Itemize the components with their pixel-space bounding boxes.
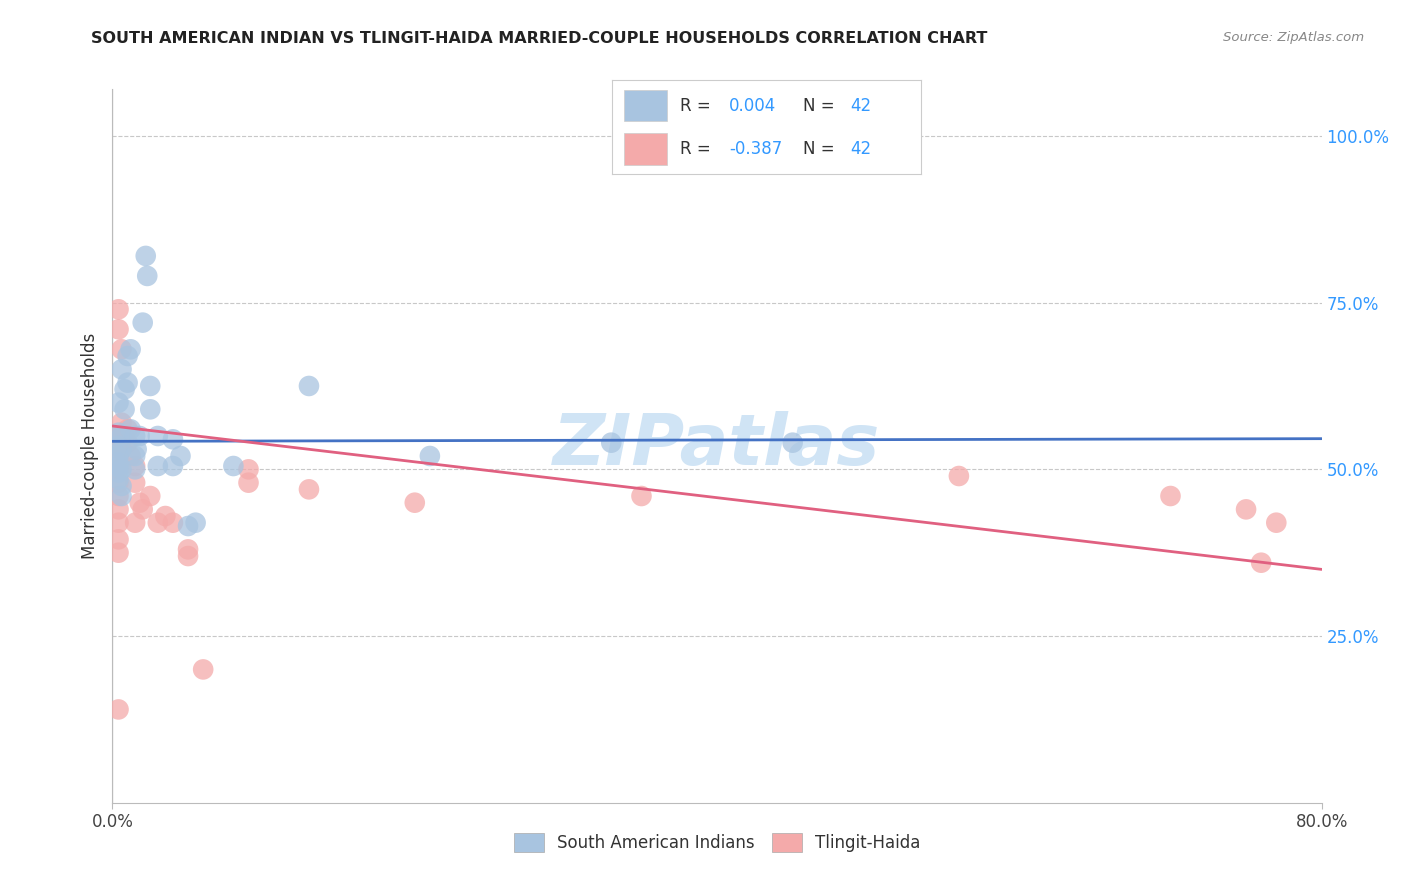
Point [107, 449, 129, 463]
Point [107, 466, 129, 480]
Point [110, 362, 132, 376]
Point [630, 489, 652, 503]
Point [107, 489, 129, 503]
Point [124, 516, 146, 530]
Point [177, 549, 200, 563]
Point [107, 395, 129, 409]
Point [124, 458, 146, 473]
Point [146, 458, 169, 473]
Point [107, 533, 129, 547]
Text: Source: ZipAtlas.com: Source: ZipAtlas.com [1223, 31, 1364, 45]
Point [298, 483, 321, 497]
Text: -0.387: -0.387 [730, 140, 782, 158]
Point [124, 429, 146, 443]
Point [124, 475, 146, 490]
Point [132, 502, 155, 516]
Point [110, 429, 132, 443]
Point [114, 429, 136, 443]
Point [107, 302, 129, 317]
Point [162, 433, 184, 447]
Point [107, 322, 129, 336]
Point [782, 435, 804, 450]
Point [117, 376, 139, 390]
Point [238, 475, 260, 490]
Point [107, 516, 129, 530]
Point [162, 458, 184, 473]
Point [107, 475, 129, 490]
Point [162, 516, 184, 530]
Point [107, 425, 129, 440]
Point [107, 458, 129, 473]
Text: ZIPatlas: ZIPatlas [554, 411, 880, 481]
Y-axis label: Married-couple Households: Married-couple Households [80, 333, 98, 559]
Point [169, 449, 191, 463]
Point [948, 469, 970, 483]
Point [146, 429, 169, 443]
Point [1250, 556, 1272, 570]
Point [110, 442, 132, 457]
Point [120, 449, 142, 463]
Point [136, 268, 159, 283]
Point [139, 489, 162, 503]
Text: R =: R = [679, 96, 716, 114]
Point [117, 349, 139, 363]
Point [107, 702, 129, 716]
Text: R =: R = [679, 140, 716, 158]
Text: N =: N = [803, 96, 841, 114]
Point [107, 456, 129, 470]
Point [125, 442, 148, 457]
Point [184, 516, 207, 530]
Point [107, 462, 129, 476]
Text: SOUTH AMERICAN INDIAN VS TLINGIT-HAIDA MARRIED-COUPLE HOUSEHOLDS CORRELATION CHA: SOUTH AMERICAN INDIAN VS TLINGIT-HAIDA M… [91, 31, 988, 46]
Point [110, 429, 132, 443]
Point [404, 496, 426, 510]
Point [222, 458, 245, 473]
Point [117, 422, 139, 436]
Point [110, 489, 132, 503]
Text: 42: 42 [849, 140, 870, 158]
Point [139, 402, 162, 417]
Point [107, 429, 129, 443]
Point [107, 439, 129, 453]
Legend: South American Indians, Tlingit-Haida: South American Indians, Tlingit-Haida [508, 826, 927, 859]
Point [107, 546, 129, 560]
Point [128, 496, 150, 510]
Point [600, 435, 623, 450]
Point [110, 416, 132, 430]
Point [107, 502, 129, 516]
Point [191, 662, 214, 676]
Point [124, 462, 146, 476]
Point [107, 472, 129, 486]
Point [139, 379, 162, 393]
FancyBboxPatch shape [624, 133, 668, 164]
Point [110, 442, 132, 457]
Point [120, 343, 142, 357]
Point [124, 449, 146, 463]
Point [238, 462, 260, 476]
Point [110, 343, 132, 357]
Point [419, 449, 441, 463]
Point [146, 516, 169, 530]
Point [110, 479, 132, 493]
Point [110, 462, 132, 476]
Point [1265, 516, 1288, 530]
Text: 0.004: 0.004 [730, 96, 776, 114]
Point [128, 429, 150, 443]
Text: 42: 42 [849, 96, 870, 114]
Point [135, 249, 157, 263]
Point [107, 449, 129, 463]
Point [155, 509, 177, 524]
Point [177, 519, 200, 533]
FancyBboxPatch shape [624, 89, 668, 121]
Point [120, 422, 142, 436]
Text: N =: N = [803, 140, 841, 158]
Point [132, 316, 155, 330]
Point [117, 435, 139, 450]
Point [1234, 502, 1257, 516]
Point [114, 382, 136, 396]
Point [114, 402, 136, 417]
Point [298, 379, 321, 393]
Point [1159, 489, 1181, 503]
Point [177, 542, 200, 557]
